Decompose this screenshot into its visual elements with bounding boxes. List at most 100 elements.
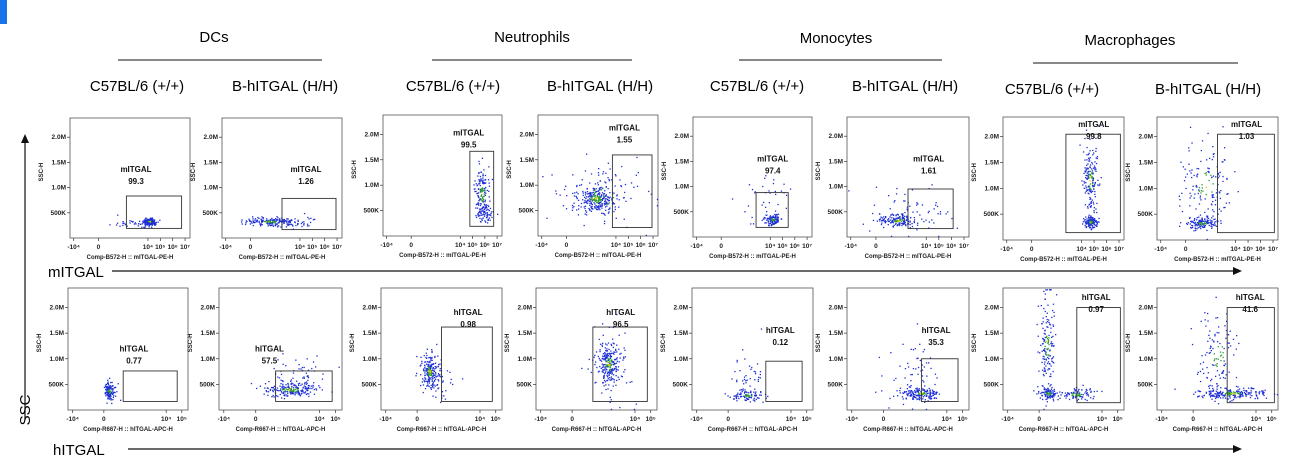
event-dot — [909, 224, 911, 226]
event-dot — [277, 395, 279, 398]
event-dot — [1093, 210, 1095, 212]
event-dot — [921, 204, 924, 206]
event-dot — [481, 190, 483, 192]
event-dot — [1199, 380, 1202, 383]
event-dot — [147, 224, 149, 226]
event-dot — [1088, 177, 1090, 179]
event-dot — [480, 208, 482, 210]
event-dot — [482, 189, 484, 191]
event-dot — [1044, 394, 1046, 396]
event-dot — [427, 366, 429, 368]
event-dot — [1076, 399, 1078, 402]
event-dot — [1198, 390, 1201, 393]
event-dot — [280, 379, 282, 381]
event-dots — [731, 175, 792, 227]
event-dot — [269, 220, 271, 222]
event-dot — [613, 343, 615, 345]
event-dot — [577, 193, 579, 195]
event-dot — [300, 368, 302, 370]
event-dot — [1043, 393, 1046, 395]
event-dot — [420, 384, 422, 387]
event-dot — [602, 197, 605, 199]
event-dot — [1219, 355, 1222, 357]
event-dot — [1197, 390, 1199, 392]
event-dot — [1216, 363, 1218, 365]
event-dot — [1211, 223, 1213, 226]
event-dot — [748, 365, 751, 367]
event-dot — [878, 356, 880, 359]
event-dot — [286, 218, 288, 220]
event-dot — [423, 379, 425, 381]
event-dot — [775, 218, 777, 221]
event-dot — [1203, 223, 1205, 225]
event-dot — [1095, 147, 1097, 150]
event-dot — [477, 188, 480, 190]
event-dot — [1084, 167, 1086, 169]
event-dot — [1075, 396, 1077, 398]
x-tick-label: 10⁷ — [648, 242, 658, 249]
event-dot — [608, 371, 610, 373]
event-dot — [1201, 225, 1203, 227]
gate-name-label: hITGAL — [1236, 293, 1265, 302]
event-dot — [437, 379, 439, 381]
event-dot — [442, 380, 444, 382]
event-dot — [593, 199, 596, 201]
event-dot — [766, 219, 768, 221]
gate-percent-label: 1.26 — [298, 177, 314, 186]
event-dot — [1089, 389, 1091, 391]
event-dot — [1046, 336, 1048, 338]
event-dot — [753, 391, 755, 393]
event-dot — [1047, 326, 1049, 328]
event-dot — [637, 171, 639, 174]
event-dot — [924, 401, 926, 403]
event-dot — [605, 201, 607, 203]
gate-name-label: mITGAL — [290, 165, 321, 174]
event-dot — [602, 382, 604, 384]
event-dot — [1191, 343, 1194, 346]
event-dot — [1213, 196, 1215, 198]
event-dot — [633, 408, 635, 411]
event-dot — [437, 355, 439, 357]
event-dot — [1088, 227, 1091, 229]
event-dot — [277, 376, 279, 378]
event-dot — [603, 195, 605, 197]
event-dot — [439, 368, 441, 370]
event-dot — [745, 380, 747, 382]
event-dot — [576, 185, 578, 188]
event-dot — [769, 215, 772, 217]
event-dot — [1085, 129, 1088, 131]
event-dot — [1044, 361, 1046, 363]
event-dot — [751, 394, 753, 396]
event-dot — [1221, 393, 1223, 395]
event-dot — [902, 343, 904, 345]
gate-rectangle — [1217, 133, 1275, 234]
event-dot — [137, 225, 139, 227]
event-dot — [299, 394, 302, 397]
event-dot — [289, 223, 291, 226]
event-dot — [605, 209, 607, 211]
ssc-label: SSC — [17, 394, 34, 425]
event-dot — [479, 188, 482, 191]
event-dot — [1095, 224, 1097, 226]
event-dot — [912, 392, 915, 395]
event-dot — [754, 192, 756, 194]
event-dot — [904, 220, 906, 222]
event-dot — [285, 388, 287, 390]
event-dot — [1200, 192, 1202, 194]
event-dot — [1263, 391, 1265, 394]
event-dot — [743, 392, 746, 394]
event-dot — [115, 386, 117, 388]
event-dot — [147, 219, 149, 222]
event-dot — [1210, 350, 1212, 352]
event-dot — [893, 201, 895, 203]
event-dot — [248, 218, 250, 220]
event-dot — [1095, 170, 1097, 172]
event-dot — [761, 204, 763, 206]
event-dot — [107, 383, 109, 385]
event-dot — [109, 377, 111, 379]
event-dot — [593, 356, 595, 358]
x-tick-label: 0 — [249, 244, 253, 251]
event-dots — [1033, 289, 1103, 411]
event-dot — [906, 216, 908, 218]
